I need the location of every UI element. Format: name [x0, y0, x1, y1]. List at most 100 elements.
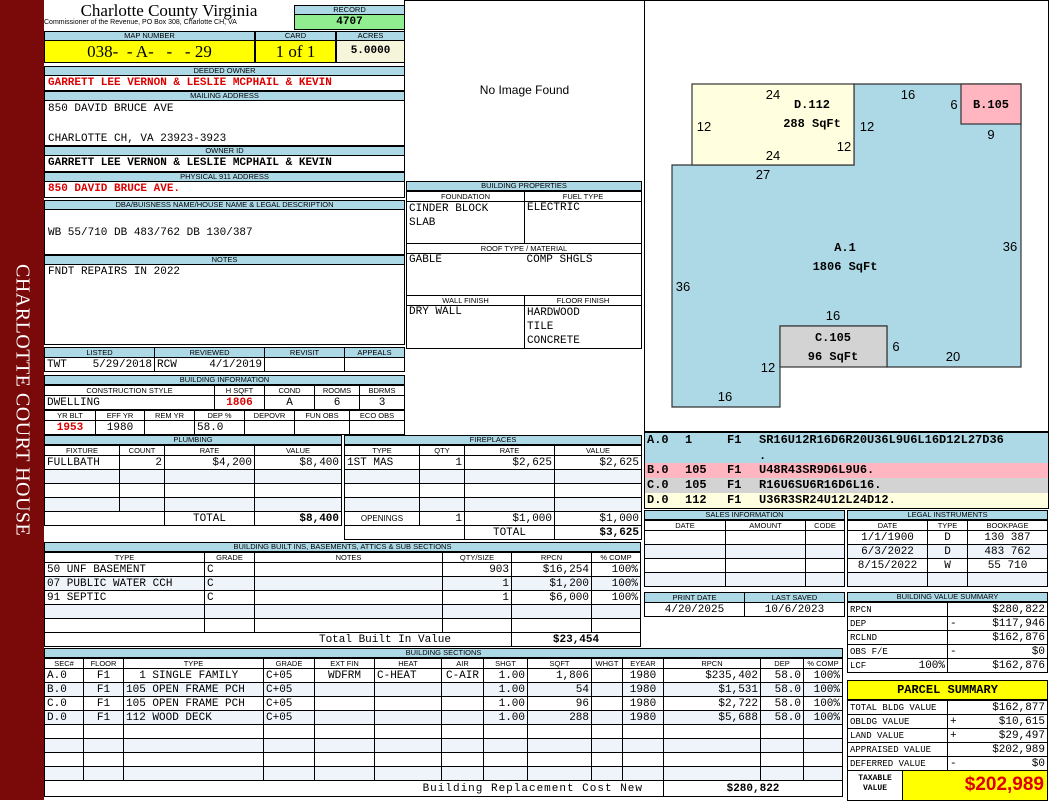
- table-cell: [164, 483, 255, 498]
- physical-address-label: PHYSICAL 911 ADDRESS: [44, 172, 405, 182]
- sketch-dimension-label: 16: [826, 308, 840, 323]
- sketch-area-label: A.1: [834, 241, 856, 255]
- table-cell: [644, 572, 726, 587]
- summary-value: $202,989: [961, 742, 1048, 757]
- table-cell: $2,625: [554, 455, 642, 470]
- print-date-label: PRINT DATE: [644, 592, 745, 603]
- openings-rate: $1,000: [464, 511, 555, 526]
- table-cell: 1980: [622, 710, 664, 725]
- table-cell: [44, 483, 120, 498]
- summary-percent: [907, 644, 948, 659]
- table-cell: [263, 738, 315, 753]
- column-header: QTY: [419, 445, 465, 456]
- column-header: % COMP: [591, 552, 641, 563]
- reviewed-by: RCW: [157, 358, 177, 371]
- table-row: [44, 469, 342, 484]
- column-header: DATE: [644, 520, 726, 531]
- summary-label: APPRAISED VALUE: [847, 742, 948, 757]
- table-cell: $235,402: [663, 668, 761, 683]
- sketch-dimension-label: 12: [697, 119, 711, 134]
- last-saved-label: LAST SAVED: [744, 592, 845, 603]
- building-info-value: 1806: [214, 395, 265, 410]
- revisit-value: [264, 357, 345, 372]
- summary-label: DEFERRED VALUE: [847, 756, 948, 771]
- sketch-code-code: 105: [685, 463, 707, 477]
- taxable-value: $202,989: [903, 771, 1047, 800]
- building-info-value: 3: [359, 395, 405, 410]
- column-header: YR BLT: [44, 410, 96, 421]
- sketch-code-code: 1: [685, 433, 693, 447]
- sketch-code-sec: D.0: [647, 493, 669, 507]
- table-cell: [591, 696, 623, 711]
- legal_instruments-title: LEGAL INSTRUMENTS: [847, 510, 1048, 520]
- table-cell: 2: [119, 455, 165, 470]
- table-cell: [803, 724, 843, 739]
- legal-instruments-table: LEGAL INSTRUMENTS DATE TYPE BOOKPAGE 1/1/190…: [847, 510, 1048, 587]
- table-cell: [644, 558, 726, 573]
- table-cell: 54: [527, 682, 592, 697]
- sketch-code-row: B.0 105 F1 U48R43SR9D6L9U6.: [645, 463, 1048, 478]
- table-cell: D: [927, 544, 968, 559]
- table-cell: C: [204, 576, 255, 591]
- table-cell: [805, 544, 845, 559]
- table-cell: [441, 710, 484, 725]
- summary-row: RCLND $162,876: [847, 630, 1048, 645]
- table-cell: 1 SINGLE FAMILY: [123, 668, 264, 683]
- table-cell: [464, 469, 555, 484]
- sketch-section-d: [691, 83, 855, 166]
- floor-2: TILE: [527, 321, 554, 333]
- table-cell: [441, 696, 484, 711]
- table-cell: [374, 766, 442, 781]
- table-cell: [483, 724, 528, 739]
- column-header: H SQFT: [214, 385, 265, 396]
- notes-text: FNDT REPAIRS IN 2022: [44, 265, 405, 345]
- sketch-code-row: A.0 1 F1 SR16U12R16D6R20U36L9U6L16D12L27D36…: [645, 433, 1048, 463]
- table-cell: [663, 752, 761, 767]
- summary-row: LCF 100% $162,876: [847, 658, 1048, 673]
- table-cell: [123, 752, 264, 767]
- openings-value: $1,000: [554, 511, 642, 526]
- openings-label: OPENINGS: [344, 511, 420, 526]
- table-cell: 100%: [803, 710, 843, 725]
- sketch-code-sec: A.0: [647, 433, 669, 447]
- table-row: 6/3/2022 D 483 762: [847, 544, 1048, 559]
- table-cell: [760, 724, 804, 739]
- table-cell: C-HEAT: [374, 668, 442, 683]
- column-header: RPCN: [663, 658, 761, 669]
- column-header: SEC#: [44, 658, 84, 669]
- print-date: 4/20/2025: [644, 602, 745, 617]
- column-header: NOTES: [254, 552, 443, 563]
- table-cell: [254, 576, 443, 591]
- table-row: [644, 558, 845, 573]
- foundation-value: CINDER BLOCK SLAB: [406, 201, 525, 244]
- building-info-value: DWELLING: [44, 395, 215, 410]
- column-header: RPCN: [511, 552, 592, 563]
- table-cell: 1.00: [483, 668, 528, 683]
- table-cell: 100%: [591, 590, 641, 605]
- owner-id-label: OWNER ID: [44, 146, 405, 156]
- table-row: [344, 469, 642, 484]
- table-row: [44, 618, 641, 633]
- table-cell: [164, 497, 255, 512]
- column-header: EXT FIN: [314, 658, 375, 669]
- column-header: RATE: [464, 445, 555, 456]
- column-header: TYPE: [44, 552, 205, 563]
- sketch-dimension-label: 27: [756, 167, 770, 182]
- county-header: Charlotte County Virginia Commissioner o…: [44, 2, 294, 26]
- table-cell: [441, 752, 484, 767]
- parcel-summary-title: PARCEL SUMMARY: [847, 680, 1048, 700]
- mailing-line2: CHARLOTTE CH, VA 23923-3923: [48, 133, 227, 145]
- summary-label: LAND VALUE: [847, 728, 948, 743]
- mailing-address: 850 DAVID BRUCE AVE CHARLOTTE CH, VA 239…: [44, 101, 405, 146]
- fireplaces-total: $3,625: [554, 525, 642, 540]
- table-cell: [725, 572, 806, 587]
- table-cell: [344, 497, 420, 512]
- fuel-label: FUEL TYPE: [524, 191, 642, 202]
- sketch-dimension-label: 6: [892, 339, 899, 354]
- table-cell: 1: [419, 455, 465, 470]
- table-row: [847, 572, 1048, 587]
- table-cell: [344, 483, 420, 498]
- table-cell: [511, 618, 592, 633]
- table-row: B.0 F1 105 OPEN FRAME PCH C+05 1.00 54 1980 $1,…: [44, 682, 843, 697]
- column-header: HEAT: [374, 658, 442, 669]
